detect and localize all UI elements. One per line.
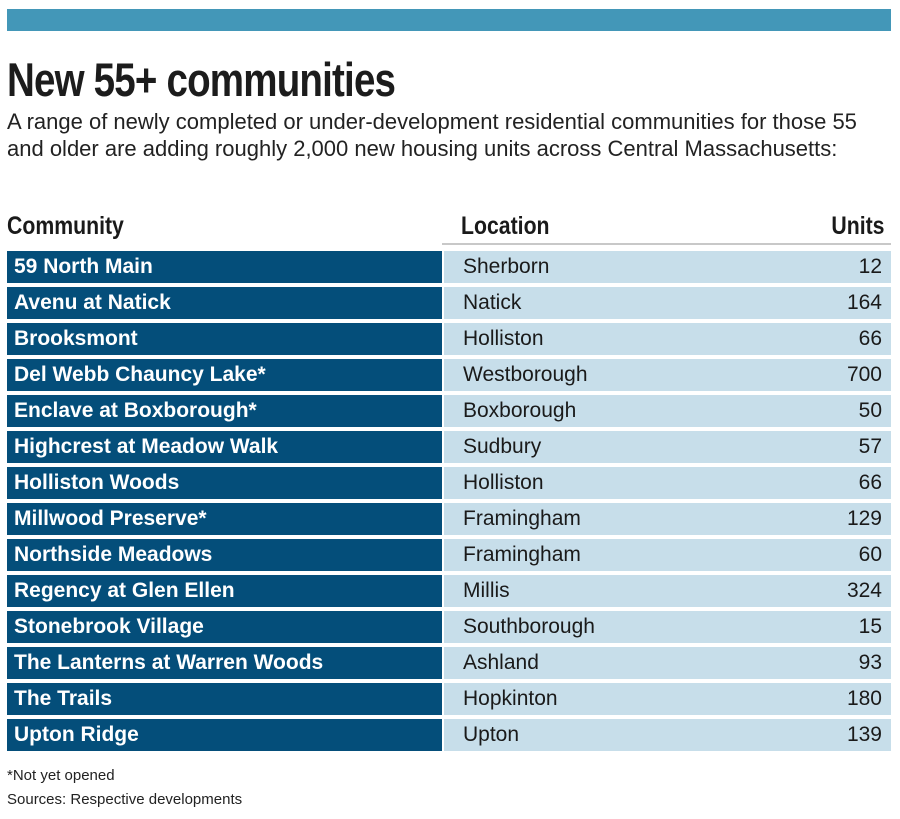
header-divider (442, 243, 891, 245)
header-units: Units (830, 212, 884, 240)
cell-group: Sherborn 12 (444, 251, 891, 283)
cell-group: Westborough 700 (444, 359, 891, 391)
cell-units: 180 (846, 687, 882, 710)
cell-units: 60 (858, 543, 882, 566)
cell-group: Boxborough 50 (444, 395, 891, 427)
cell-location: Sudbury (463, 435, 542, 458)
cell-community: The Lanterns at Warren Woods (7, 647, 442, 679)
cell-units: 50 (858, 399, 882, 422)
cell-community: Millwood Preserve* (7, 503, 442, 535)
cell-community: Avenu at Natick (7, 287, 442, 319)
cell-units: 139 (846, 723, 882, 746)
cell-units: 129 (846, 507, 882, 530)
cell-community: Regency at Glen Ellen (7, 575, 442, 607)
table-row: Enclave at Boxborough* Boxborough 50 (7, 395, 891, 427)
cell-group: Ashland 93 (444, 647, 891, 679)
cell-location: Framingham (463, 543, 581, 566)
cell-community: Enclave at Boxborough* (7, 395, 442, 427)
cell-community: The Trails (7, 683, 442, 715)
header-community: Community (7, 212, 124, 240)
table-row: The Trails Hopkinton 180 (7, 683, 891, 715)
cell-community: Brooksmont (7, 323, 442, 355)
cell-units: 700 (846, 363, 882, 386)
table-row: Northside Meadows Framingham 60 (7, 539, 891, 571)
table-row: Regency at Glen Ellen Millis 324 (7, 575, 891, 607)
table-body: 59 North Main Sherborn 12 Avenu at Natick … (7, 251, 891, 755)
cell-location: Holliston (463, 471, 544, 494)
top-accent-bar (7, 9, 891, 31)
cell-group: Holliston 66 (444, 467, 891, 499)
cell-units: 324 (846, 579, 882, 602)
table-row: Brooksmont Holliston 66 (7, 323, 891, 355)
table-row: Stonebrook Village Southborough 15 (7, 611, 891, 643)
cell-group: Framingham 60 (444, 539, 891, 571)
cell-group: Sudbury 57 (444, 431, 891, 463)
cell-community: Upton Ridge (7, 719, 442, 751)
cell-group: Natick 164 (444, 287, 891, 319)
header-location: Location (461, 212, 550, 240)
cell-units: 164 (846, 291, 882, 314)
cell-units: 57 (858, 435, 882, 458)
cell-community: 59 North Main (7, 251, 442, 283)
cell-community: Del Webb Chauncy Lake* (7, 359, 442, 391)
cell-group: Southborough 15 (444, 611, 891, 643)
table-row: The Lanterns at Warren Woods Ashland 93 (7, 647, 891, 679)
table-row: Upton Ridge Upton 139 (7, 719, 891, 751)
cell-units: 93 (858, 651, 882, 674)
cell-group: Hopkinton 180 (444, 683, 891, 715)
cell-location: Upton (463, 723, 520, 746)
cell-location: Ashland (463, 651, 539, 674)
cell-group: Holliston 66 (444, 323, 891, 355)
footnote: *Not yet opened (7, 767, 115, 784)
cell-group: Framingham 129 (444, 503, 891, 535)
cell-units: 66 (858, 471, 882, 494)
cell-units: 66 (858, 327, 882, 350)
cell-location: Framingham (463, 507, 581, 530)
source-note: Sources: Respective developments (7, 791, 243, 808)
cell-community: Northside Meadows (7, 539, 442, 571)
chart-title: New 55+ communities (7, 53, 396, 106)
cell-location: Southborough (463, 615, 595, 638)
cell-location: Boxborough (463, 399, 577, 422)
cell-units: 12 (858, 255, 882, 278)
table-row: Highcrest at Meadow Walk Sudbury 57 (7, 431, 891, 463)
cell-units: 15 (858, 615, 882, 638)
cell-location: Millis (463, 579, 510, 602)
cell-location: Holliston (463, 327, 544, 350)
cell-group: Millis 324 (444, 575, 891, 607)
cell-community: Holliston Woods (7, 467, 442, 499)
cell-location: Westborough (463, 363, 588, 386)
cell-community: Stonebrook Village (7, 611, 442, 643)
cell-location: Natick (463, 291, 522, 314)
cell-community: Highcrest at Meadow Walk (7, 431, 442, 463)
cell-group: Upton 139 (444, 719, 891, 751)
table-row: 59 North Main Sherborn 12 (7, 251, 891, 283)
cell-location: Sherborn (463, 255, 550, 278)
table-row: Avenu at Natick Natick 164 (7, 287, 891, 319)
table-row: Del Webb Chauncy Lake* Westborough 700 (7, 359, 891, 391)
table-row: Millwood Preserve* Framingham 129 (7, 503, 891, 535)
cell-location: Hopkinton (463, 687, 558, 710)
chart-subtitle: A range of newly completed or under-deve… (7, 109, 857, 161)
table-row: Holliston Woods Holliston 66 (7, 467, 891, 499)
